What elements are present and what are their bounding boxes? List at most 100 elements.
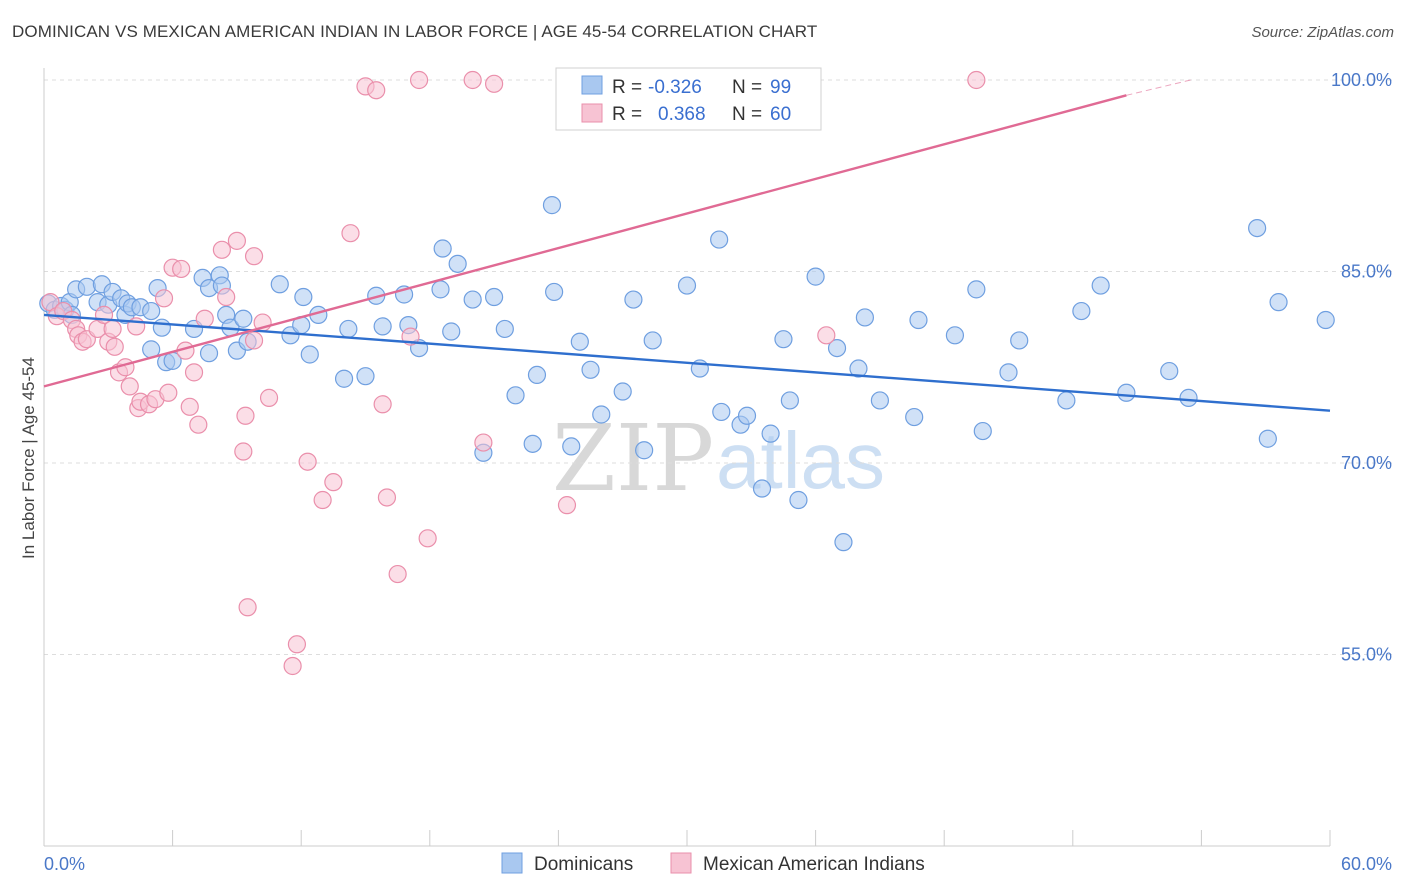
dominican-point (967, 280, 986, 299)
legend-r-label-blue: R = (612, 77, 642, 98)
chart-title: DOMINICAN VS MEXICAN AMERICAN INDIAN IN … (12, 22, 818, 41)
dominican-point (142, 301, 161, 321)
dominican-point (542, 196, 562, 215)
trend-line-extension-mexican-american-indians (1126, 79, 1191, 96)
legend-n-label-blue: N = (732, 77, 762, 98)
dominican-point (677, 276, 697, 295)
mexican-american-indian-point (388, 564, 407, 584)
mexican-american-indian-point (195, 309, 214, 328)
dominican-point (300, 345, 319, 364)
trend-line-mexican-american-indians (43, 94, 1127, 388)
dominican-point (433, 239, 452, 258)
mexican-american-indian-point (474, 433, 493, 452)
y-axis-label: In Labor Force | Age 45-54 (19, 357, 38, 559)
mexican-american-indian-point (324, 473, 343, 492)
dominican-point (849, 359, 868, 378)
y-tick-label: 85.0% (1341, 262, 1392, 282)
mexican-american-indian-point (287, 635, 307, 654)
dominican-point (855, 308, 874, 327)
trend-lines (43, 79, 1331, 412)
mexican-american-indian-point (227, 231, 246, 250)
dominican-point (373, 317, 392, 336)
dominican-point (77, 277, 96, 296)
dominican-point (442, 322, 461, 341)
mexican-american-indian-point (217, 287, 236, 307)
mexican-american-indian-point (120, 377, 139, 396)
mexican-american-indian-point (283, 656, 302, 676)
dominican-point (834, 533, 853, 552)
dominican-point (737, 406, 757, 425)
legend-n-value-blue: 99 (770, 77, 791, 98)
mexican-american-indian-point (259, 388, 279, 407)
dominican-point (592, 405, 611, 424)
mexican-american-indian-point (154, 289, 174, 308)
bottom-legend-swatch-dominicans (501, 852, 523, 874)
mexican-american-indian-point (238, 598, 257, 617)
x-ticks (43, 830, 1331, 846)
data-points (39, 70, 1335, 676)
mexican-american-indian-point (485, 74, 504, 93)
series-legend: Dominicans Mexican American Indians (501, 852, 925, 875)
dominican-point (199, 344, 219, 363)
y-tick-label: 70.0% (1341, 453, 1392, 473)
mexican-american-indian-point (463, 70, 482, 90)
mexican-american-indian-point (367, 81, 386, 100)
dominican-point (780, 391, 799, 410)
mexican-american-indian-point (244, 331, 264, 350)
dominican-point (1160, 361, 1179, 381)
mexican-american-indian-point (172, 259, 191, 279)
dominican-point (643, 331, 662, 350)
dominican-point (506, 386, 525, 405)
dominican-point (1179, 388, 1198, 407)
mexican-american-indian-point (159, 383, 178, 402)
dominican-point (973, 421, 992, 441)
mexican-american-indian-point (105, 337, 124, 356)
dominican-point (613, 382, 632, 401)
dominican-point (1258, 429, 1277, 448)
dominican-point (1269, 293, 1288, 312)
mexican-american-indian-point (967, 70, 986, 90)
legend-swatch-pink (581, 103, 603, 123)
legend-r-label-pink: R = (612, 104, 642, 125)
dominican-point (270, 275, 289, 294)
mexican-american-indian-point (409, 70, 429, 90)
dominican-point (234, 309, 253, 328)
grid (44, 79, 1392, 655)
dominican-point (152, 318, 171, 337)
x-tick-label-min: 0.0% (44, 854, 85, 874)
dominican-point (562, 437, 581, 456)
dominican-point (827, 339, 847, 358)
dominican-point (581, 360, 600, 379)
mexican-american-indian-point (234, 442, 253, 461)
mexican-american-indian-point (244, 247, 264, 266)
mexican-american-indian-point (212, 240, 231, 259)
dominican-point (294, 287, 313, 307)
mexican-american-indian-point (557, 496, 577, 515)
watermark-zip: ZIP (552, 405, 714, 512)
mexican-american-indian-point (236, 406, 255, 425)
dominican-point (761, 424, 780, 443)
dominican-point (1316, 310, 1335, 330)
dominican-point (523, 434, 542, 453)
dominican-point (356, 367, 375, 386)
dominican-point (712, 402, 731, 422)
y-tick-label: 100.0% (1331, 70, 1392, 90)
dominican-point (448, 254, 467, 273)
legend-n-value-pink: 60 (770, 104, 791, 125)
dominican-point (431, 280, 450, 299)
chart-source: Source: ZipAtlas.com (1251, 24, 1394, 41)
y-tick-label: 55.0% (1341, 645, 1392, 665)
mexican-american-indian-point (103, 319, 122, 339)
dominican-point (1057, 391, 1076, 410)
mexican-american-indian-point (418, 529, 437, 548)
dominican-point (870, 391, 890, 410)
bottom-legend-swatch-mexican-american-indians (670, 852, 692, 874)
mexican-american-indian-point (341, 224, 360, 243)
dominican-point (339, 319, 358, 339)
dominican-point (1091, 276, 1110, 295)
bottom-legend-dominicans: Dominicans (534, 854, 633, 875)
x-tick-label-max: 60.0% (1341, 854, 1392, 874)
dominican-point (545, 282, 564, 302)
legend-r-value-pink: 0.368 (658, 104, 706, 125)
